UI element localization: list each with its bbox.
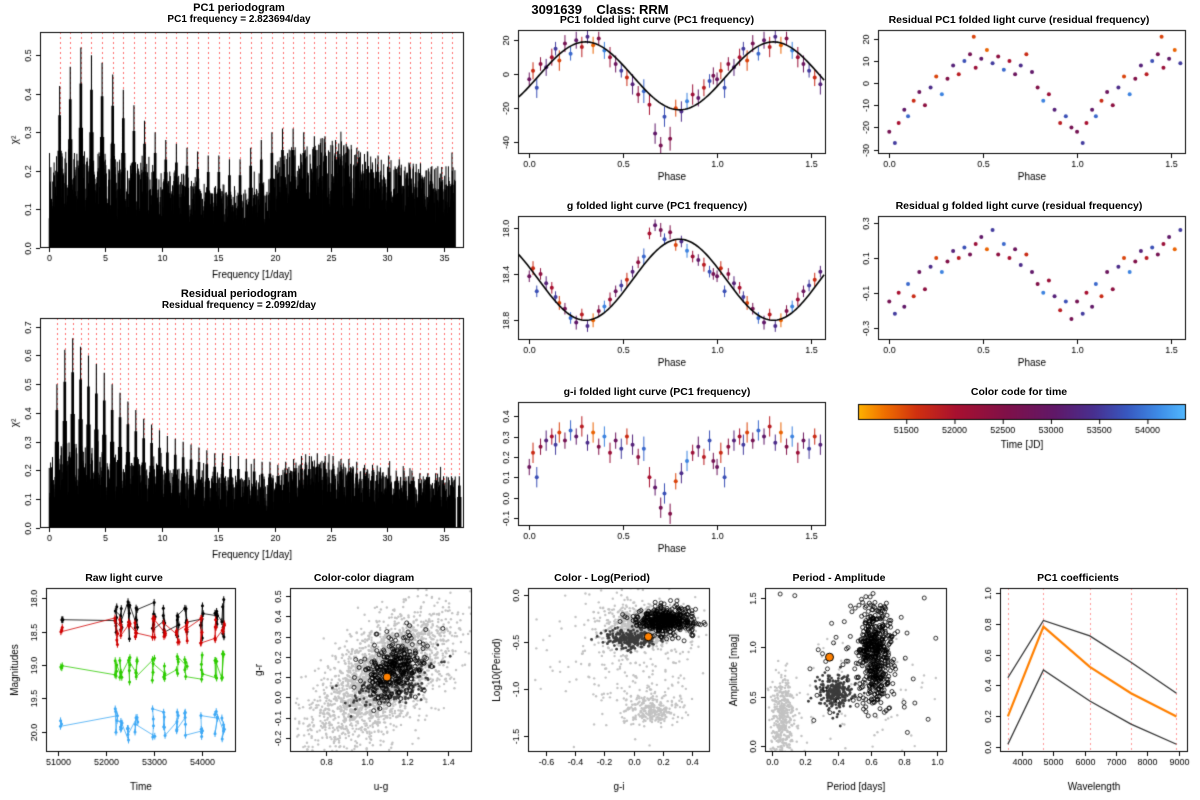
panel-title: Residual periodogram (180, 288, 298, 300)
color-color-plot (248, 584, 480, 794)
time-colorbar (842, 398, 1196, 460)
pc1-folded-plot (478, 26, 836, 184)
panel-title: Residual g folded light curve (residual … (895, 200, 1143, 212)
panel-gi-folded: g-i folded light curve (PC1 frequency) (478, 386, 836, 556)
panel-resid-g-folded: Residual g folded light curve (residual … (842, 200, 1196, 370)
panel-residual-periodogram: Residual periodogram Residual frequency … (4, 288, 474, 562)
panel-pc1-coefficients: PC1 coefficients (960, 572, 1196, 794)
panel-time-colorbar: Color code for time (842, 386, 1196, 460)
panel-pc1-periodogram: PC1 periodogram PC1 frequency = 2.823694… (4, 2, 474, 282)
panel-subtitle: Residual frequency = 2.0992/day (161, 300, 317, 311)
panel-title: Period - Amplitude (792, 572, 886, 584)
panel-color-color: Color-color diagram (248, 572, 480, 794)
pc1-coefficients-plot (960, 584, 1196, 794)
figure-title: 3091639 Class: RRM (531, 2, 669, 17)
color-logperiod-plot (486, 584, 718, 794)
panel-title: Raw light curve (85, 572, 163, 584)
panel-title: Color - Log(Period) (554, 572, 650, 584)
resid-g-folded-plot (842, 212, 1196, 370)
residual-periodogram-plot (4, 312, 474, 562)
g-folded-plot (478, 212, 836, 370)
panel-g-folded: g folded light curve (PC1 frequency) (478, 200, 836, 370)
panel-title: g-i folded light curve (PC1 frequency) (563, 386, 751, 398)
panel-subtitle: PC1 frequency = 2.823694/day (167, 14, 311, 25)
raw-light-curve-plot (4, 584, 244, 794)
panel-title: Color code for time (970, 386, 1068, 398)
gi-folded-plot (478, 398, 836, 556)
panel-color-period: Color - Log(Period) (486, 572, 718, 794)
pc1-periodogram-plot (4, 26, 474, 282)
panel-title: Residual PC1 folded light curve (residua… (888, 14, 1150, 26)
panel-raw-light-curve: Raw light curve (4, 572, 244, 794)
panel-resid-pc1-folded: Residual PC1 folded light curve (residua… (842, 14, 1196, 184)
panel-title: PC1 periodogram (193, 2, 285, 14)
panel-pc1-folded: PC1 folded light curve (PC1 frequency) (478, 14, 836, 184)
panel-title: g folded light curve (PC1 frequency) (566, 200, 748, 212)
panel-title: PC1 folded light curve (PC1 frequency) (559, 14, 755, 26)
resid-pc1-folded-plot (842, 26, 1196, 184)
panel-period-amplitude: Period - Amplitude (723, 572, 955, 794)
panel-title: PC1 coefficients (1037, 572, 1119, 584)
panel-title: Color-color diagram (313, 572, 415, 584)
period-amplitude-plot (723, 584, 955, 794)
